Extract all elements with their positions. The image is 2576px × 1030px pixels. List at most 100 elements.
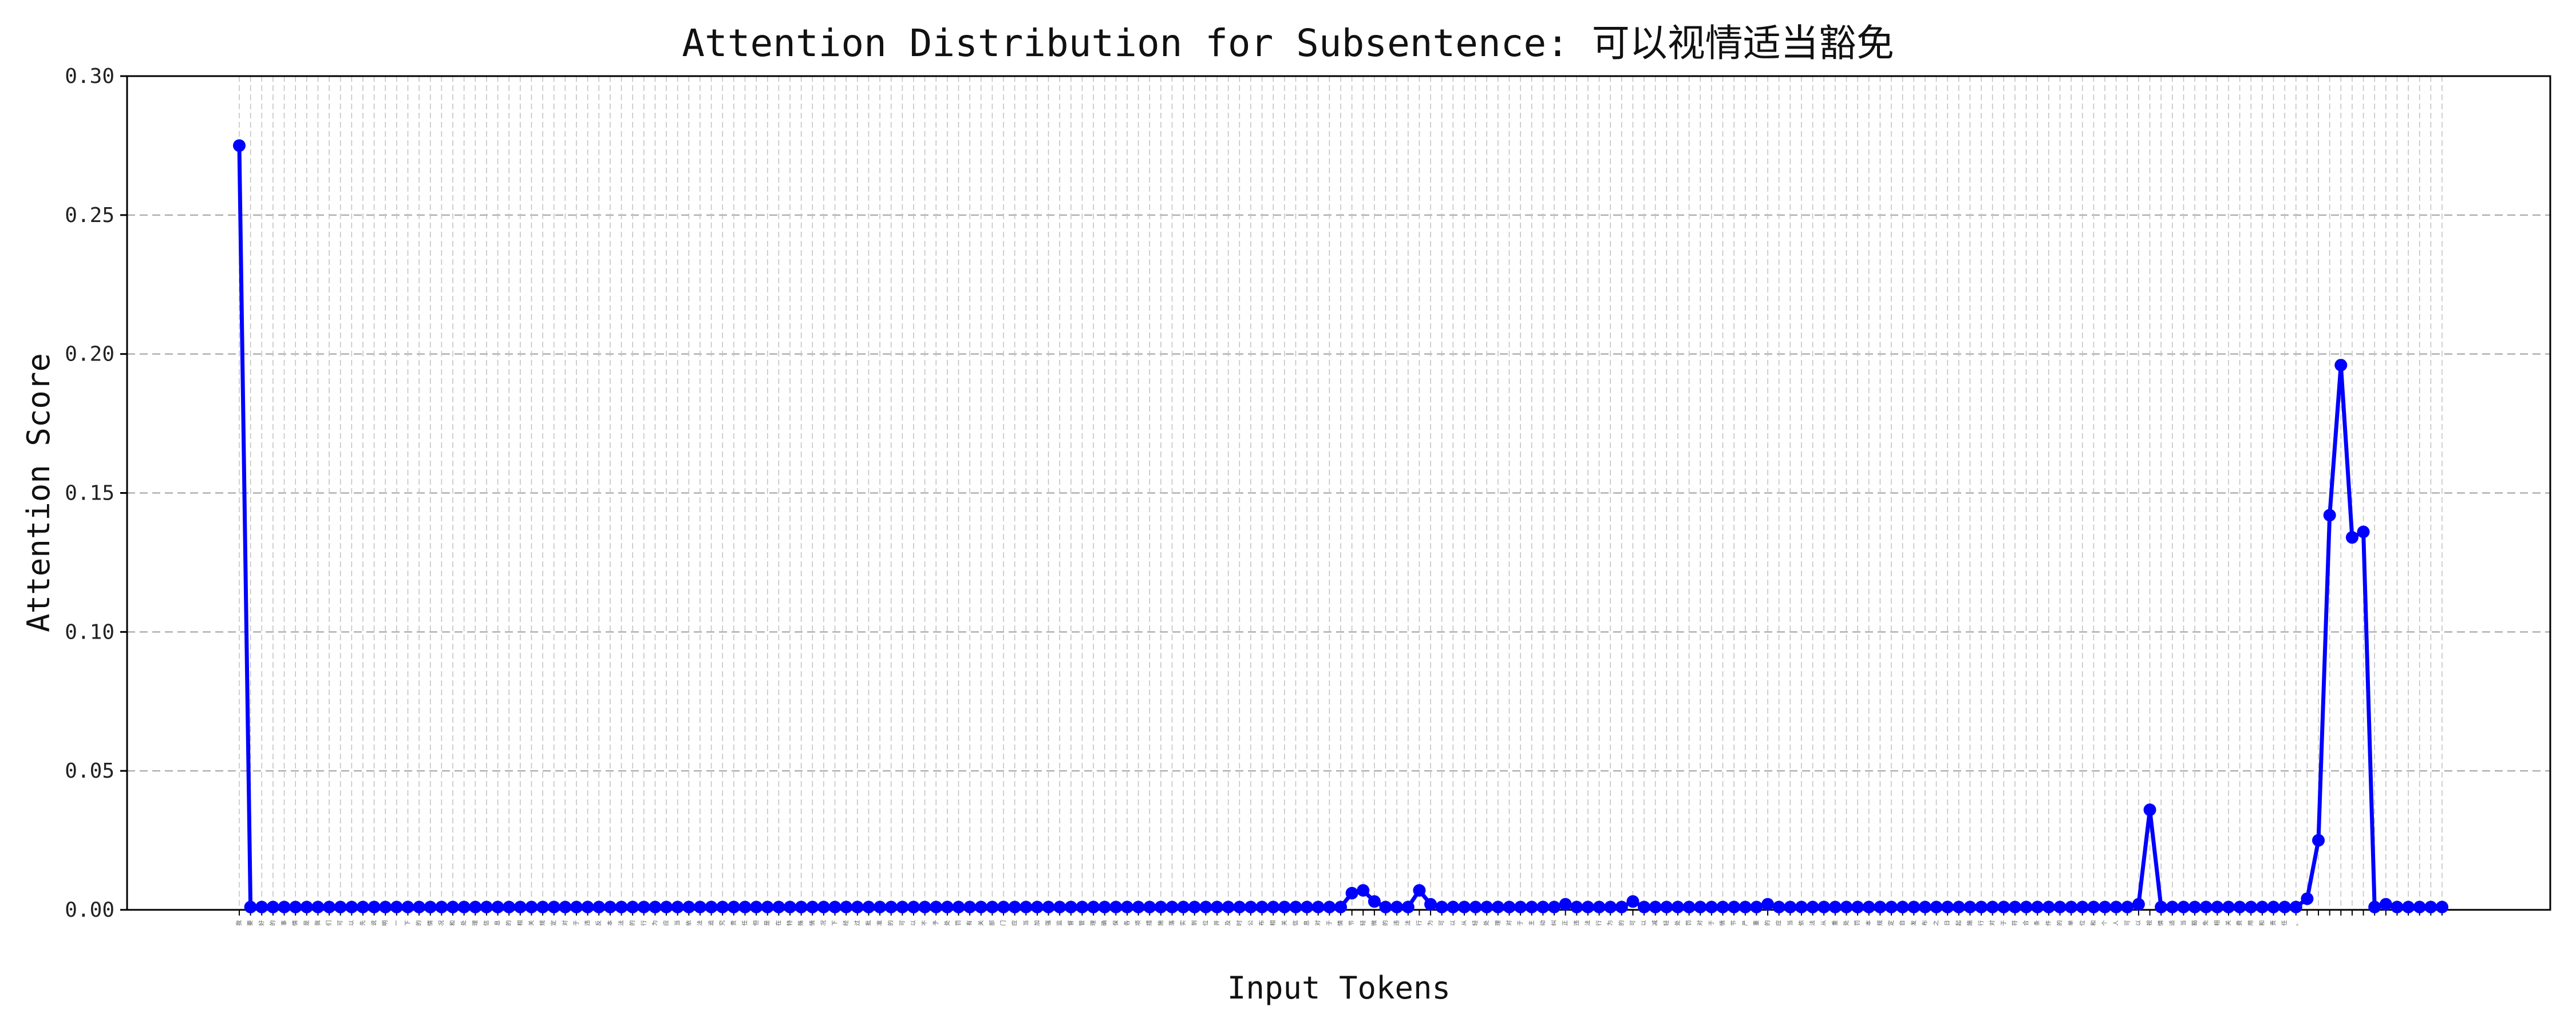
x-tick-label: 节 (1349, 920, 1356, 926)
x-tick-label: 位 (1202, 920, 1209, 926)
x-tick-label: 之 (1933, 920, 1940, 926)
x-tick-label: 的 (629, 920, 636, 926)
data-point (963, 901, 977, 914)
data-point (2132, 898, 2145, 911)
x-tick-label: 理 (472, 920, 479, 926)
data-point (2008, 901, 2021, 914)
data-point (1682, 901, 1696, 914)
x-tick-label: 情 (2157, 920, 2164, 926)
data-point (1345, 886, 1358, 900)
data-point (1604, 901, 1617, 914)
data-point (491, 901, 504, 914)
data-point (1660, 901, 1673, 914)
data-point (806, 901, 819, 914)
x-tick-label: 罚 (955, 920, 962, 926)
data-point (660, 901, 673, 914)
data-point (2368, 901, 2381, 914)
x-tick-label: 的 (1764, 920, 1771, 926)
data-point (1671, 901, 1684, 914)
data-point (682, 901, 696, 914)
x-tick-label: 豁 (2191, 920, 2198, 926)
data-point (727, 901, 740, 914)
data-point (2042, 901, 2055, 914)
data-point (1952, 901, 1965, 914)
x-tick-label: 法 (1584, 920, 1591, 926)
data-point (1795, 901, 1808, 914)
x-tick-label: 公 (1248, 920, 1254, 926)
x-tick-label: 究 (718, 920, 726, 926)
data-point (2436, 901, 2448, 914)
data-point (1244, 901, 1257, 914)
data-point (1289, 901, 1302, 914)
data-point (930, 901, 943, 914)
x-tick-label: 好 (258, 920, 265, 926)
data-point (2255, 901, 2269, 914)
data-point (1435, 901, 1448, 914)
data-point (1840, 901, 1853, 914)
data-point (2391, 901, 2404, 914)
y-tick-label: 0.00 (65, 898, 114, 922)
y-axis-ticks: 0.00 0.05 0.10 0.15 0.20 0.25 0.30 (65, 65, 127, 922)
x-tick-label: 轻 (1472, 920, 1479, 926)
x-tick-label: 依 (1797, 920, 1805, 926)
data-point (356, 901, 369, 914)
data-point (1581, 901, 1594, 914)
x-tick-label: 法 (618, 920, 625, 926)
data-point (1997, 901, 2010, 914)
x-tick-label: 有 (966, 920, 973, 926)
x-tick-label: 于 (1518, 920, 1524, 926)
data-point (266, 901, 279, 914)
data-point (447, 901, 460, 914)
x-tick-label: 处 (1674, 920, 1681, 926)
data-point (1750, 901, 1763, 914)
data-point (1975, 901, 1988, 914)
data-point (1885, 901, 1898, 914)
x-tick-label: 殊 (797, 920, 805, 926)
x-tick-label: 主 (1528, 920, 1535, 926)
x-tick-label: 轻 (1662, 920, 1670, 926)
data-point (907, 901, 920, 914)
x-tick-label: 的 (415, 920, 422, 926)
x-tick-label: 行 (1415, 920, 1423, 926)
x-tick-label: 确 (1101, 920, 1108, 926)
data-point (1199, 901, 1212, 914)
x-tick-label: 责 (730, 920, 737, 926)
x-tick-label: 信 (483, 920, 490, 926)
data-point (525, 901, 538, 914)
data-point (592, 901, 606, 914)
x-tick-label: 当 (1786, 920, 1793, 926)
x-tick-label: 对 (1696, 920, 1704, 926)
x-tick-label: 我 (236, 920, 243, 926)
x-tick-label: 规 (539, 920, 546, 926)
data-point (1323, 901, 1336, 914)
data-point (2413, 901, 2426, 914)
x-tick-label: 在 (775, 920, 782, 926)
data-point (2053, 901, 2067, 914)
data-point (1716, 901, 1729, 914)
data-point (817, 901, 830, 914)
x-tick-label: 信 (1292, 920, 1299, 926)
data-point (2334, 359, 2348, 372)
x-tick-label: 为 (1427, 920, 1434, 926)
data-point (233, 139, 246, 152)
data-point (1772, 901, 1785, 914)
x-tick-label: 个 (2101, 920, 2108, 926)
x-tick-label: 视 (2146, 920, 2154, 926)
x-tick-label: 人 (2113, 920, 2120, 926)
data-point (2267, 901, 2280, 914)
x-tick-label: 重 (1831, 920, 1839, 926)
data-point (379, 901, 392, 914)
data-point (2312, 834, 2325, 847)
data-point (1469, 901, 1482, 914)
data-point (1694, 901, 1707, 914)
x-tick-label: 项 (1135, 920, 1142, 926)
x-tick-label: 行 (640, 920, 647, 926)
data-point (795, 901, 808, 914)
data-point (1188, 901, 1201, 914)
data-point (750, 901, 763, 914)
data-point (997, 901, 1010, 914)
x-tick-label: 节 (1730, 920, 1737, 926)
x-tick-label: 责 (2270, 920, 2277, 926)
data-point (469, 901, 482, 914)
x-tick-label: 处 (1483, 920, 1490, 926)
